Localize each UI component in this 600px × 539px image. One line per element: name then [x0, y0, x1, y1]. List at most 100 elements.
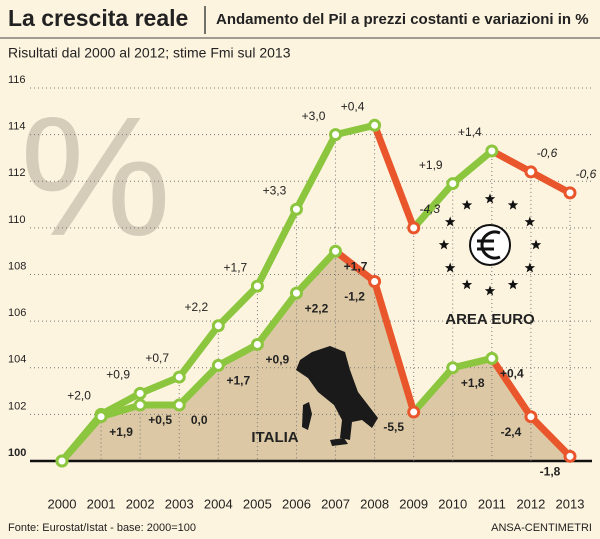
point	[211, 358, 225, 372]
chart-title: La crescita reale	[8, 5, 188, 31]
x-tick-label: 2009	[399, 496, 428, 511]
line-segment	[214, 282, 261, 330]
line-segment	[292, 131, 340, 213]
point	[289, 286, 303, 300]
line-segment	[214, 340, 261, 369]
line-segment	[488, 354, 535, 421]
growth-label: -4,3	[419, 202, 440, 216]
growth-label: +3,0	[302, 109, 326, 123]
growth-label: +0,4	[341, 99, 365, 113]
y-tick-label: 102	[8, 400, 26, 412]
x-tick-label: 2011	[478, 496, 506, 511]
x-tick-label: 2001	[87, 496, 116, 511]
growth-label: -5,5	[383, 420, 404, 434]
point	[55, 454, 69, 468]
growth-label: -0,6	[537, 146, 558, 160]
point	[524, 410, 538, 424]
sardinia	[302, 402, 312, 430]
x-tick-label: 2008	[360, 496, 389, 511]
growth-label: +1,9	[109, 425, 133, 439]
growth-label: 0,0	[191, 413, 208, 427]
x-tick-label: 2004	[204, 496, 233, 511]
line-segment	[449, 354, 496, 372]
point	[407, 405, 421, 419]
growth-label: -1,8	[540, 465, 561, 479]
growth-label: -2,4	[501, 425, 522, 439]
point	[524, 165, 538, 179]
x-tick-label: 2005	[243, 496, 272, 511]
y-tick-label: 108	[8, 260, 26, 272]
point	[368, 274, 382, 288]
growth-label: +2,2	[305, 301, 329, 315]
line-segment	[136, 373, 183, 397]
x-tick-label: 2013	[556, 496, 585, 511]
growth-label: +2,2	[184, 300, 208, 314]
star	[461, 279, 473, 290]
point	[94, 410, 108, 424]
y-tick-label: 110	[8, 214, 26, 226]
line-segment	[371, 277, 418, 416]
point	[368, 118, 382, 132]
point	[485, 351, 499, 365]
x-tick-label: 2007	[321, 496, 350, 511]
growth-label: +0,7	[145, 351, 169, 365]
y-tick-label: 104	[8, 354, 26, 366]
y-tick-label: 116	[8, 74, 26, 86]
growth-label: +0,5	[148, 413, 172, 427]
point	[407, 221, 421, 235]
line-segment	[175, 361, 222, 409]
euro-sign	[477, 230, 501, 260]
star	[484, 285, 496, 296]
growth-label: +3,3	[263, 183, 287, 197]
point	[133, 398, 147, 412]
y-tick-label: 112	[8, 167, 26, 179]
euro-circle	[469, 224, 511, 266]
x-tick-label: 2006	[282, 496, 311, 511]
point	[329, 128, 343, 142]
point	[172, 398, 186, 412]
point	[329, 244, 343, 258]
series-name: AREA EURO	[445, 311, 535, 328]
y-tick-label: 106	[8, 307, 26, 319]
star	[461, 199, 473, 210]
x-tick-label: 2003	[165, 496, 194, 511]
star	[507, 199, 519, 210]
growth-label: +1,9	[419, 158, 443, 172]
line-segment	[97, 389, 144, 418]
growth-label: +1,7	[224, 260, 248, 274]
growth-label: -1,2	[344, 290, 365, 304]
growth-label: -0,6	[576, 167, 597, 181]
point	[211, 319, 225, 333]
point	[563, 186, 577, 200]
sicily	[330, 438, 348, 446]
star	[507, 279, 519, 290]
growth-label: +2,0	[67, 389, 91, 403]
line-segment	[410, 364, 457, 416]
x-tick-label: 2010	[438, 496, 467, 511]
line-segment	[175, 322, 222, 381]
growth-label: +0,9	[106, 368, 130, 382]
growth-label: +1,7	[344, 259, 368, 273]
chart-note: Risultati dal 2000 al 2012; stime Fmi su…	[8, 45, 291, 61]
line-segment	[97, 401, 144, 421]
point	[289, 202, 303, 216]
x-tick-label: 2002	[126, 496, 155, 511]
star	[444, 262, 456, 273]
watermark: %	[20, 82, 171, 272]
growth-label: +0,4	[500, 367, 524, 381]
growth-label: +0,9	[266, 353, 290, 367]
line-segment	[292, 247, 340, 297]
star	[524, 262, 536, 273]
point	[446, 361, 460, 375]
euro-symbol	[438, 193, 542, 296]
italy-map	[296, 346, 378, 440]
growth-label: +1,8	[461, 376, 485, 390]
source: Fonte: Eurostat/Istat - base: 2000=100	[8, 522, 196, 534]
star	[524, 216, 536, 227]
line-segment	[253, 289, 300, 348]
series-name: ITALIA	[251, 429, 298, 446]
y-tick-label: 114	[8, 121, 26, 133]
line-segment	[371, 121, 418, 232]
line-segment	[410, 180, 457, 232]
